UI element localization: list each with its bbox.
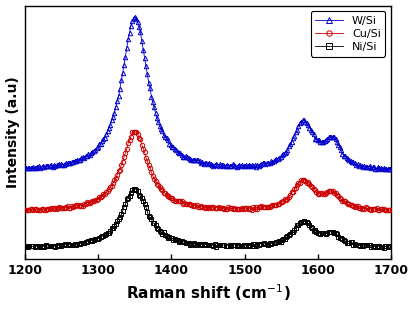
W/Si	[164, 137, 169, 140]
W/Si	[39, 165, 44, 169]
Cu/Si	[39, 207, 44, 211]
Ni/Si	[95, 237, 100, 241]
Ni/Si	[265, 243, 270, 247]
Y-axis label: Intensity (a.u): Intensity (a.u)	[5, 77, 19, 188]
Cu/Si	[387, 209, 392, 212]
Cu/Si	[31, 209, 36, 212]
W/Si	[95, 146, 100, 149]
Cu/Si	[23, 208, 28, 211]
Line: Cu/Si: Cu/Si	[23, 130, 392, 213]
Ni/Si	[387, 244, 392, 248]
Line: W/Si: W/Si	[23, 15, 392, 171]
Ni/Si	[39, 246, 44, 249]
Cu/Si	[336, 196, 341, 200]
Line: Ni/Si: Ni/Si	[23, 187, 392, 250]
Cu/Si	[386, 209, 391, 212]
Legend: W/Si, Cu/Si, Ni/Si: W/Si, Cu/Si, Ni/Si	[310, 11, 385, 57]
W/Si	[23, 166, 28, 170]
Ni/Si	[380, 246, 385, 250]
Cu/Si	[132, 130, 137, 134]
W/Si	[265, 162, 270, 165]
Ni/Si	[23, 245, 28, 249]
W/Si	[31, 165, 36, 169]
Ni/Si	[31, 245, 36, 248]
Cu/Si	[265, 205, 270, 208]
W/Si	[386, 167, 391, 171]
W/Si	[336, 145, 341, 149]
W/Si	[132, 15, 137, 19]
Ni/Si	[164, 234, 169, 237]
Ni/Si	[336, 236, 341, 239]
W/Si	[387, 167, 392, 170]
Cu/Si	[164, 193, 169, 197]
X-axis label: Raman shift (cm$^{-1}$): Raman shift (cm$^{-1}$)	[126, 283, 290, 303]
Ni/Si	[132, 187, 137, 191]
Cu/Si	[95, 197, 100, 201]
